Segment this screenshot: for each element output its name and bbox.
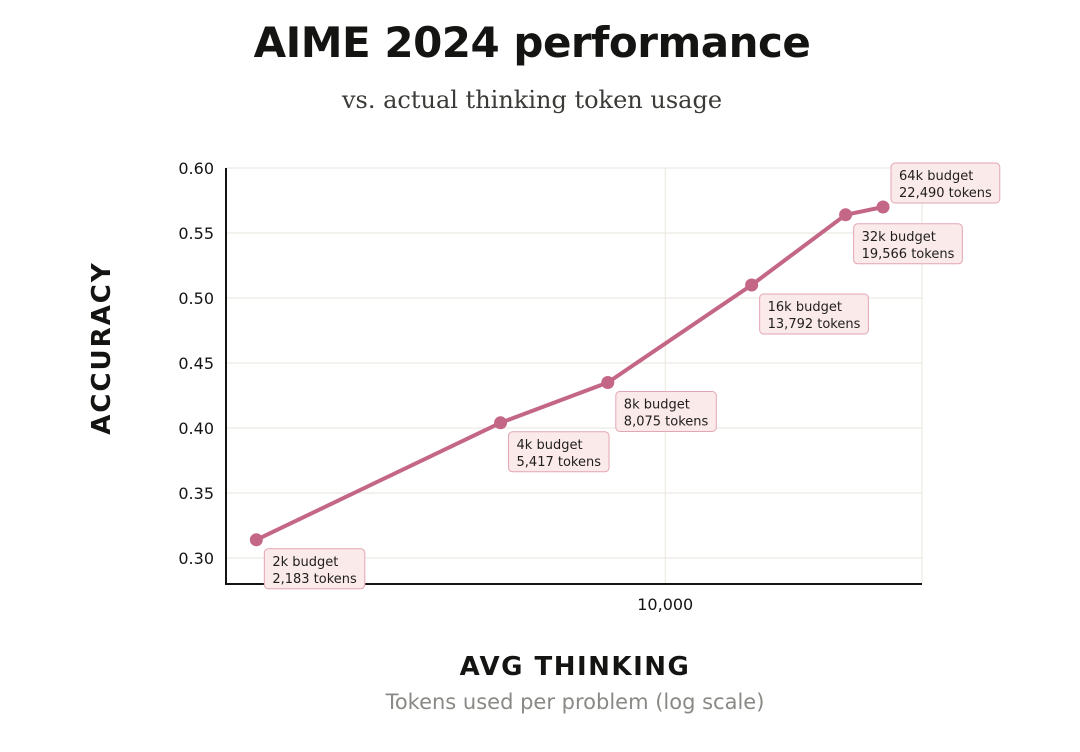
y-tick-label: 0.30 xyxy=(178,549,214,568)
point-label-budget: 4k budget xyxy=(517,438,583,453)
data-point xyxy=(745,278,759,292)
point-label-tokens: 19,566 tokens xyxy=(862,247,955,262)
tick-labels: 0.30 0.35 0.40 0.45 0.50 0.55 0.60 10,000 xyxy=(178,159,693,614)
point-label-tokens: 5,417 tokens xyxy=(517,455,602,470)
y-tick-label: 0.60 xyxy=(178,159,214,178)
chart-title: AIME 2024 performance xyxy=(253,18,811,67)
data-point xyxy=(839,208,853,222)
axes xyxy=(225,168,922,585)
chart-subtitle: vs. actual thinking token usage xyxy=(341,86,723,114)
point-label-box xyxy=(890,162,1001,204)
point-label: 2k budget 2,183 tokens xyxy=(263,548,366,590)
point-label: 32k budget 19,566 tokens xyxy=(853,223,963,265)
point-label: 4k budget 5,417 tokens xyxy=(508,431,610,473)
data-point xyxy=(249,533,263,547)
point-label-box xyxy=(615,391,717,432)
grid-lines xyxy=(226,167,923,584)
data-point xyxy=(876,200,890,214)
point-label: 16k budget 13,792 tokens xyxy=(759,293,869,335)
series-line xyxy=(254,205,886,542)
point-label-tokens: 22,490 tokens xyxy=(899,186,992,201)
point-label: 8k budget 8,075 tokens xyxy=(615,391,717,432)
y-tick-label: 0.35 xyxy=(178,484,214,503)
point-label-budget: 2k budget xyxy=(272,555,338,570)
x-axis-sublabel: Tokens used per problem (log scale) xyxy=(385,690,765,714)
y-tick-label: 0.55 xyxy=(178,224,214,243)
point-label-box xyxy=(759,293,869,335)
data-point xyxy=(601,376,615,389)
point-label-box xyxy=(508,431,610,473)
y-tick-label: 0.45 xyxy=(178,354,214,373)
point-label-budget: 8k budget xyxy=(624,398,690,413)
y-tick-label: 0.40 xyxy=(178,419,214,438)
point-labels: 2k budget 2,183 tokens 4k budget 5,417 toke… xyxy=(263,162,1001,590)
point-label-budget: 64k budget xyxy=(899,169,973,184)
point-label-box xyxy=(853,223,963,265)
y-tick-label: 0.50 xyxy=(178,289,214,308)
point-label-box xyxy=(263,548,366,590)
x-tick-label: 10,000 xyxy=(637,595,693,614)
point-label: 64k budget 22,490 tokens xyxy=(890,162,1001,204)
point-label-budget: 32k budget xyxy=(862,230,936,245)
point-label-tokens: 2,183 tokens xyxy=(272,572,357,587)
data-point xyxy=(494,416,508,430)
point-label-tokens: 8,075 tokens xyxy=(624,415,709,430)
point-label-budget: 16k budget xyxy=(768,300,842,315)
series-accuracy xyxy=(249,200,890,547)
x-axis-label: AVG THINKING xyxy=(459,652,691,682)
point-label-tokens: 13,792 tokens xyxy=(768,317,861,332)
